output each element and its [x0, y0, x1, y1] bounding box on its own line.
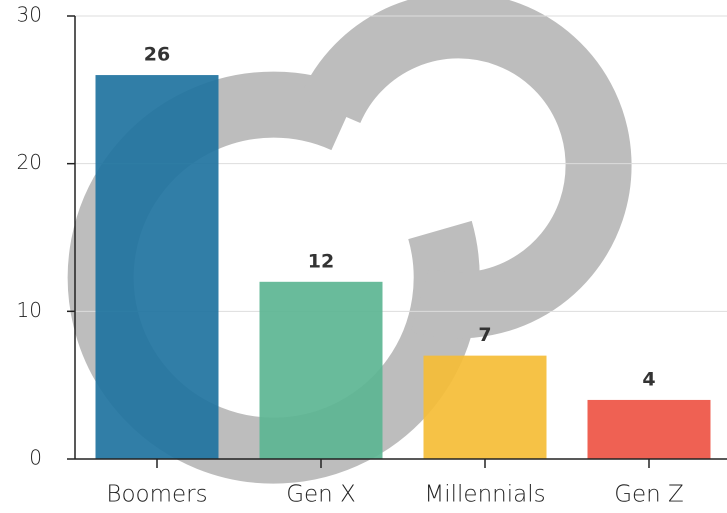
watermark-ring-right	[299, 0, 632, 339]
x-tick-label: Gen Z	[614, 482, 684, 508]
y-tick-label: 30	[17, 3, 42, 27]
y-tick-label: 10	[17, 298, 42, 322]
y-tick-label: 20	[17, 150, 42, 174]
x-tick-label: Boomers	[106, 482, 207, 508]
value-label: 4	[642, 368, 655, 390]
x-tick-label: Millennials	[424, 482, 545, 508]
y-tick-label: 0	[29, 446, 42, 470]
x-tick-label: Gen X	[286, 482, 356, 508]
bar	[95, 75, 219, 460]
bar	[587, 399, 711, 459]
value-label: 26	[144, 44, 170, 66]
bar	[423, 355, 547, 459]
value-label: 12	[308, 250, 334, 272]
value-label: 7	[478, 324, 491, 346]
bar	[259, 281, 383, 459]
